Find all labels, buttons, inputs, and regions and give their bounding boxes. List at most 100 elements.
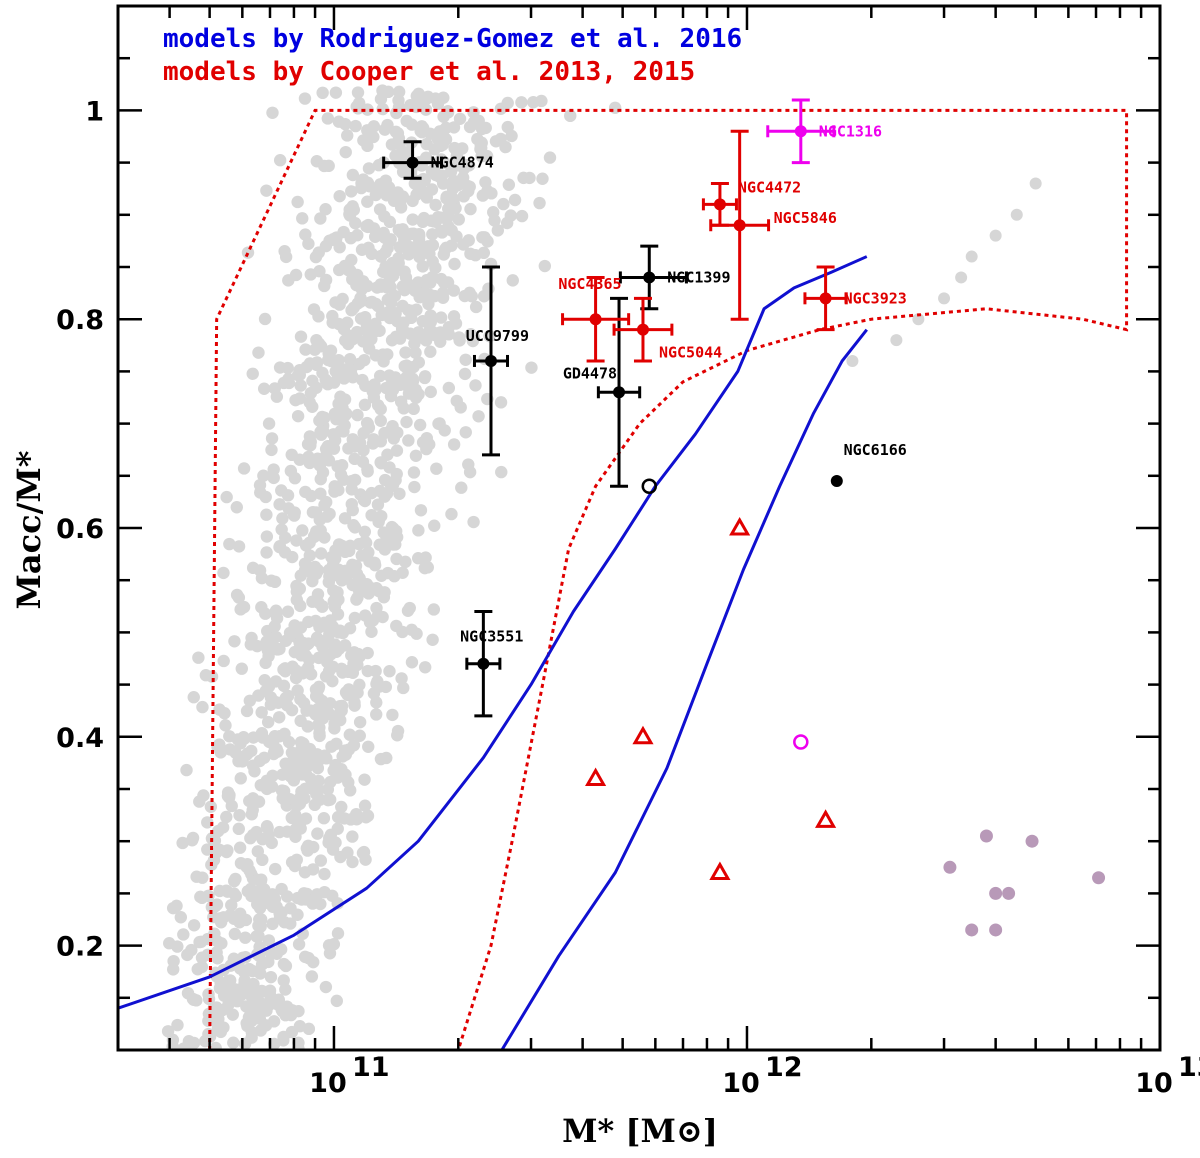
simulated-galaxy-point: [413, 250, 426, 264]
simulated-galaxy-point: [367, 433, 380, 446]
simulated-galaxy-point: [208, 834, 222, 847]
simulated-galaxy-point: [392, 223, 405, 237]
simulated-galaxy-point: [232, 540, 246, 553]
simulated-galaxy-point: [270, 997, 284, 1011]
simulated-galaxy-point: [434, 335, 447, 348]
simulated-galaxy-point: [494, 102, 508, 115]
simulated-galaxy-point: [449, 317, 463, 330]
simulated-galaxy-point: [466, 334, 480, 348]
simulated-galaxy-point: [310, 333, 323, 347]
simulated-galaxy-point: [495, 465, 508, 479]
simulated-galaxy-point: [608, 101, 622, 114]
simulated-galaxy-point: [361, 195, 374, 208]
simulated-galaxy-point: [193, 935, 206, 949]
simulated-galaxy-point: [407, 466, 421, 479]
simulated-galaxy-point: [350, 813, 363, 826]
y-tick-label: 0.4: [56, 723, 104, 754]
simulated-galaxy-point: [361, 103, 374, 116]
simulated-galaxy-point: [426, 633, 439, 646]
simulated-galaxy-point: [410, 188, 423, 201]
simulated-galaxy-point: [353, 678, 366, 692]
simulated-galaxy-point: [291, 195, 304, 209]
simulated-galaxy-point: [331, 927, 345, 940]
simulated-galaxy-point: [352, 583, 366, 597]
simulated-galaxy-point: [333, 189, 346, 203]
simulated-galaxy-point: [232, 822, 245, 836]
simulated-galaxy-point: [294, 714, 307, 728]
simulated-galaxy-point: [434, 311, 448, 324]
simulated-galaxy-point: [989, 229, 1002, 242]
simulated-galaxy-point: [279, 959, 293, 973]
galaxy-point-ngc3551: NGC3551: [460, 610, 523, 718]
simulated-galaxy-point: [319, 670, 333, 683]
simulated-galaxy-point: [370, 708, 383, 721]
y-tick-label: 0.6: [56, 514, 104, 545]
simulated-galaxy-point: [332, 642, 346, 655]
galaxy-label: UCC9799: [466, 327, 529, 345]
simulated-galaxy-point: [448, 141, 461, 155]
simulated-galaxy-point: [381, 260, 394, 274]
purple-simulated-point: [1002, 886, 1016, 900]
simulated-galaxy-point: [350, 325, 364, 339]
simulated-galaxy-point: [374, 250, 388, 263]
simulated-galaxy-point: [207, 853, 221, 867]
simulated-galaxy-point: [174, 911, 188, 924]
simulated-galaxy-point: [250, 825, 263, 839]
simulated-galaxy-point: [339, 686, 353, 699]
simulated-galaxy-point: [411, 96, 424, 110]
simulated-galaxy-point: [376, 610, 389, 624]
simulated-galaxy-point: [361, 176, 375, 190]
purple-simulated-point: [1025, 834, 1039, 848]
simulated-galaxy-point: [367, 120, 381, 133]
simulated-galaxy-point: [196, 700, 209, 714]
simulated-galaxy-point: [332, 593, 345, 606]
simulated-galaxy-point: [369, 297, 383, 311]
simulated-galaxy-point: [381, 448, 394, 461]
simulated-galaxy-point: [230, 588, 244, 602]
legend: models by Rodriguez-Gomez et al. 2016 mo…: [163, 24, 742, 87]
simulated-galaxy-point: [383, 311, 396, 325]
simulated-galaxy-point: [374, 752, 388, 766]
simulated-galaxy-point: [252, 346, 265, 359]
galaxy-label: NGC6166: [844, 441, 907, 459]
galaxy-label: GD4478: [563, 364, 617, 382]
simulated-galaxy-point: [488, 214, 501, 227]
galaxy-label: NGC1399: [667, 268, 730, 286]
simulated-galaxy-point: [446, 192, 460, 205]
simulated-galaxy-point: [225, 898, 238, 912]
open-circle-marker: [793, 734, 809, 750]
simulated-galaxy-point: [362, 162, 376, 175]
rg-lower-curve: [118, 255, 868, 1010]
simulated-galaxy-point: [316, 366, 329, 380]
simulated-galaxy-point: [365, 625, 378, 638]
observed-galaxies: NGC4874 UCC9799 NGC1399 GD4478 NGC3551 NGC616…: [382, 98, 1106, 937]
simulated-galaxy-point: [424, 315, 438, 329]
simulated-galaxy-point: [445, 239, 458, 252]
simulated-galaxy-point: [330, 413, 343, 426]
simulated-galaxy-point: [377, 355, 390, 368]
simulated-galaxy-point: [445, 507, 458, 521]
simulated-galaxy-point: [418, 561, 432, 575]
galaxy-marker: [484, 354, 497, 367]
simulated-galaxy-point: [247, 731, 260, 744]
simulated-galaxy-point: [340, 332, 354, 345]
simulated-galaxy-point: [1029, 177, 1042, 190]
simulated-galaxy-point: [429, 261, 442, 275]
simulated-galaxy-point: [397, 402, 410, 415]
simulated-galaxy-point: [407, 402, 420, 416]
axes-frame: 0.20.40.60.81101110121013: [56, 4, 1200, 1099]
simulated-galaxy-point: [238, 1037, 252, 1050]
simulated-galaxy-point: [508, 193, 522, 207]
simulated-galaxy-point: [506, 274, 519, 287]
simulated-galaxy-point: [327, 764, 340, 777]
simulated-galaxy-point: [405, 623, 418, 637]
simulated-galaxy-point: [467, 515, 480, 529]
simulated-galaxy-point: [266, 888, 279, 901]
simulated-galaxy-point: [280, 699, 294, 712]
simulated-galaxy-point: [424, 127, 437, 140]
simulated-galaxy-point: [469, 379, 482, 392]
simulated-galaxy-point: [403, 601, 416, 615]
simulated-galaxy-point: [335, 800, 348, 814]
simulated-galaxy-point: [254, 778, 268, 792]
x-tick-label: 10: [309, 1068, 347, 1099]
